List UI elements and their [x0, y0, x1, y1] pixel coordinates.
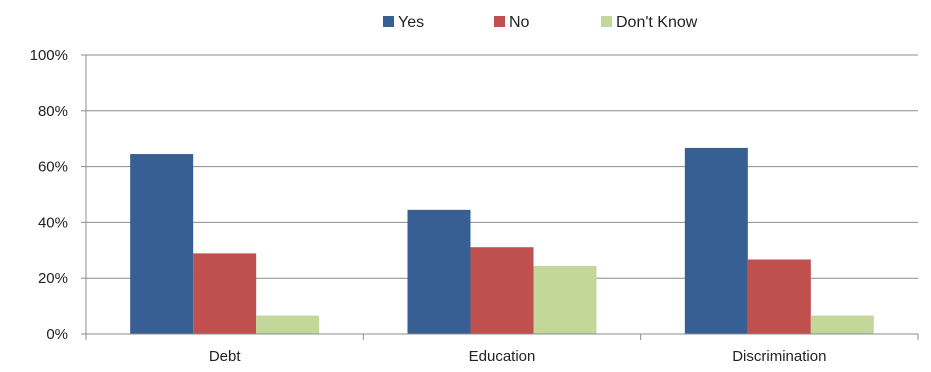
bar-yes-discrimination	[684, 147, 748, 334]
bars	[130, 147, 874, 334]
bar-yes-education	[407, 209, 471, 334]
legend-label: Don't Know	[616, 14, 698, 31]
x-category-label: Debt	[209, 348, 242, 365]
gridlines	[86, 54, 918, 279]
bar-no-debt	[193, 253, 257, 334]
y-tick-label: 80%	[38, 103, 68, 120]
bar-don-t-know-debt	[256, 315, 320, 334]
y-tick-label: 20%	[38, 270, 68, 287]
y-tick-label: 60%	[38, 159, 68, 176]
x-category-label: Discrimination	[732, 348, 826, 365]
legend-label: Yes	[398, 14, 424, 31]
x-axis: Debt Education Discrimination	[85, 333, 919, 365]
legend-label: No	[509, 14, 530, 31]
y-axis: 0% 20% 40% 60% 80% 100%	[30, 47, 87, 343]
bar-yes-debt	[130, 154, 194, 334]
y-tick-label: 100%	[30, 47, 68, 64]
bar-no-discrimination	[747, 259, 811, 334]
bar-don-t-know-education	[533, 265, 597, 334]
x-category-label: Education	[469, 348, 536, 365]
bar-don-t-know-discrimination	[810, 315, 874, 334]
legend-swatch	[494, 16, 505, 27]
y-tick-label: 40%	[38, 214, 68, 231]
legend-swatch	[601, 16, 612, 27]
bar-no-education	[470, 247, 534, 334]
y-tick-label: 0%	[46, 326, 68, 343]
legend-swatch	[383, 16, 394, 27]
legend: Yes No Don't Know	[383, 14, 698, 31]
